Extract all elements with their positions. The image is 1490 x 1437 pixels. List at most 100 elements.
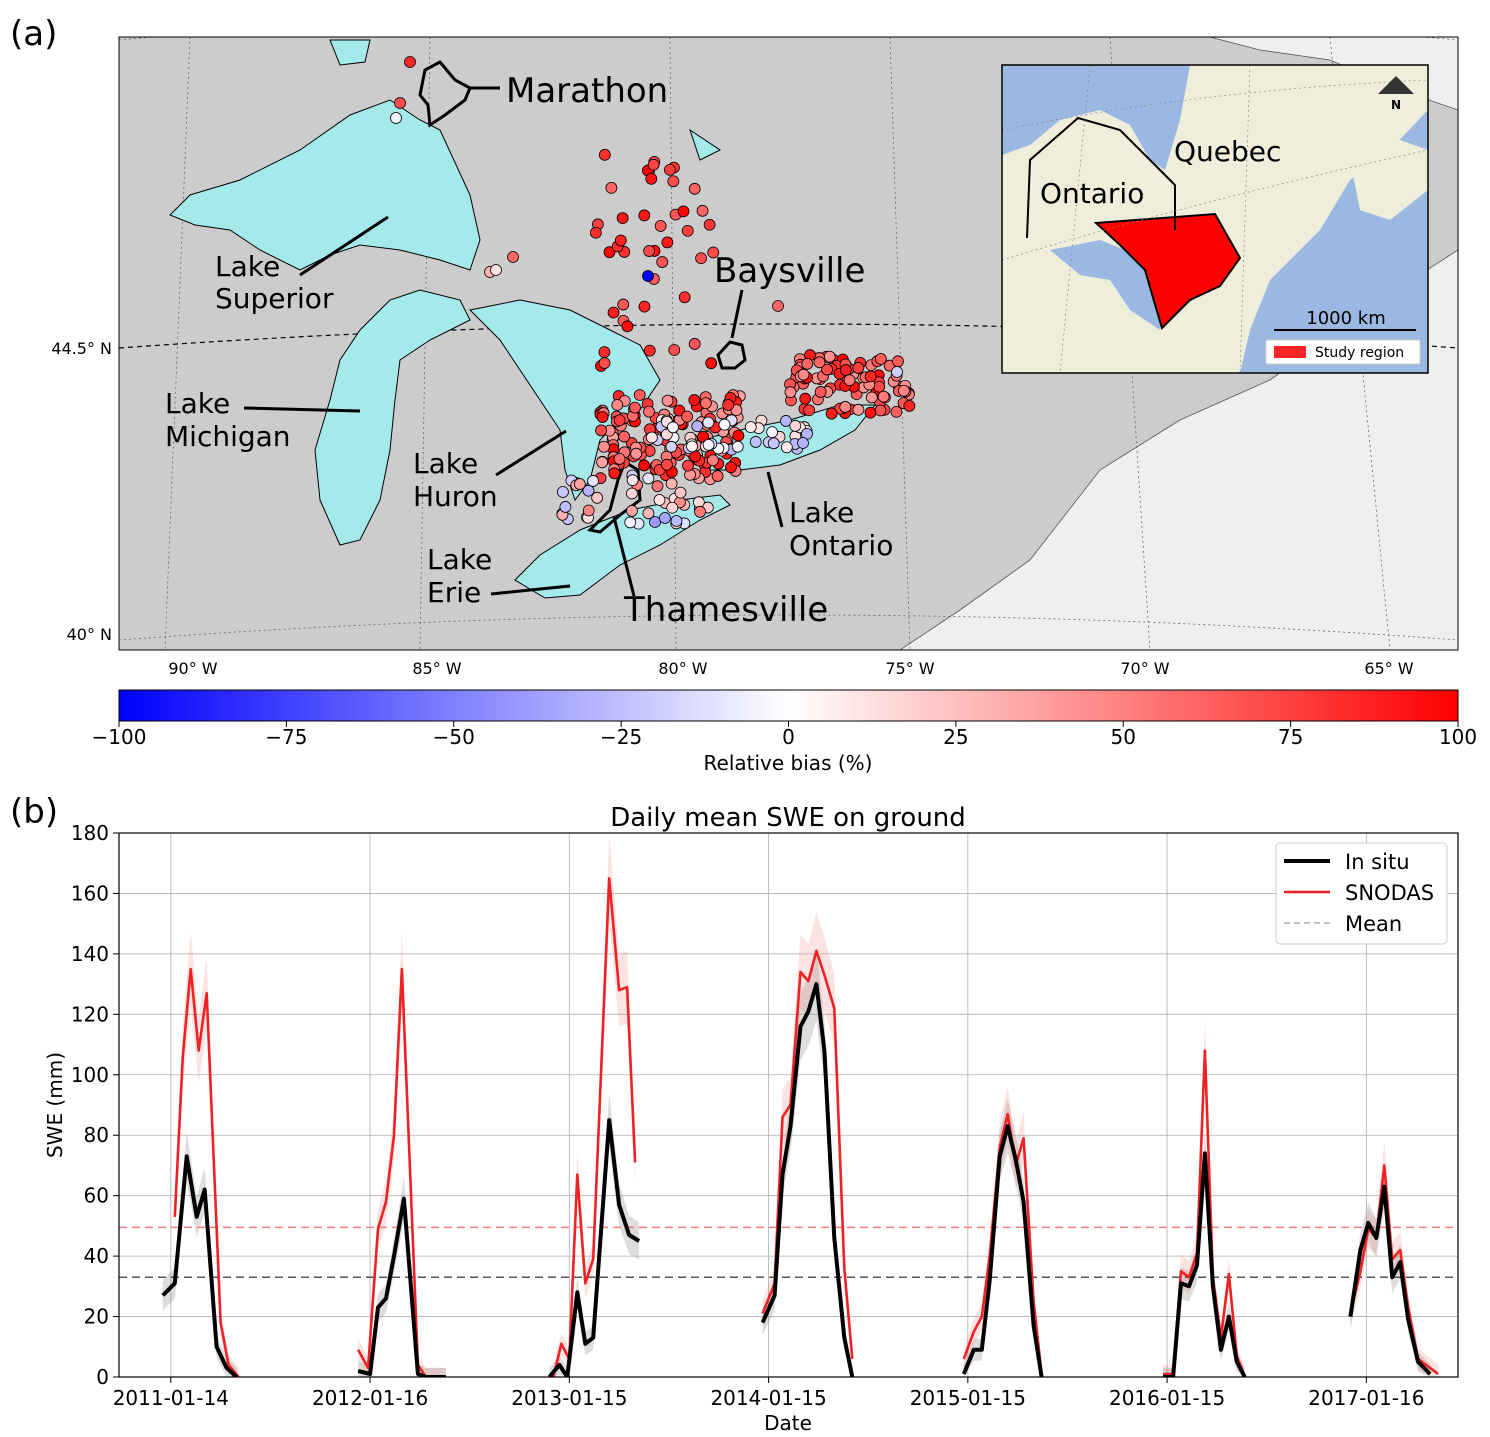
station-marker	[642, 270, 654, 282]
label-huron-1: Lake	[413, 447, 478, 480]
station-marker	[653, 494, 666, 506]
label-superior-2: Superior	[215, 282, 334, 315]
lat-label-40: 40° N	[67, 625, 112, 644]
station-marker	[598, 346, 611, 359]
y-axis-label: SWE (mm)	[43, 1052, 67, 1158]
y-tick-label: 180	[71, 821, 109, 845]
station-marker	[707, 246, 720, 259]
map-frame	[118, 36, 1459, 651]
legend-label-mean: Mean	[1345, 912, 1402, 936]
station-marker	[686, 440, 698, 453]
station-marker	[784, 386, 797, 399]
station-marker	[864, 370, 877, 383]
station-marker	[772, 300, 784, 312]
station-marker	[656, 256, 669, 268]
station-marker	[825, 407, 838, 420]
band-snodas	[1350, 1141, 1439, 1377]
colorbar-gradient	[118, 689, 1459, 722]
station-marker	[678, 291, 691, 304]
station-marker	[661, 236, 674, 249]
station-marker	[695, 252, 707, 265]
station-marker	[803, 404, 816, 417]
station-marker	[626, 505, 638, 517]
inset-label-ontario: Ontario	[1040, 177, 1144, 210]
y-tick-label: 160	[71, 881, 109, 905]
colorbar-label: Relative bias (%)	[704, 751, 873, 775]
station-marker	[621, 320, 634, 333]
station-marker	[394, 97, 406, 109]
station-marker	[663, 163, 676, 176]
station-marker	[903, 400, 916, 412]
inset-legend-swatch	[1274, 346, 1306, 358]
station-marker	[874, 353, 887, 365]
colorbar-ticks: −100 −75 −50 −25 0 25 50 75 100	[92, 721, 1477, 749]
colorbar-tick-label: 25	[943, 725, 968, 749]
inset-study-region	[1093, 212, 1242, 330]
station-marker	[731, 440, 744, 453]
station-marker	[596, 456, 609, 469]
station-marker	[607, 306, 620, 319]
station-marker	[744, 421, 757, 434]
colorbar-tick-label: 100	[1439, 725, 1477, 749]
station-marker	[642, 472, 655, 485]
station-marker	[613, 414, 626, 427]
y-tick-label: 40	[84, 1244, 109, 1268]
station-marker	[688, 182, 701, 195]
station-marker	[705, 357, 718, 370]
lake-michigan	[314, 289, 471, 546]
station-marker	[797, 437, 809, 449]
colorbar-tick-label: −75	[265, 725, 307, 749]
station-marker	[617, 298, 630, 311]
station-marker	[643, 405, 655, 418]
station-marker	[799, 392, 812, 405]
label-ontario-2: Ontario	[789, 529, 893, 562]
legend-box	[1275, 842, 1448, 945]
station-marker	[843, 374, 856, 387]
lat-44-5-line	[119, 323, 1458, 349]
colorbar-tick-label: 75	[1278, 725, 1303, 749]
station-marker	[702, 416, 715, 429]
series-line-snodas	[552, 877, 637, 1377]
station-marker	[404, 56, 416, 68]
x-tick-label: 2016-01-15	[1109, 1386, 1225, 1410]
station-marker	[582, 484, 595, 497]
station-marker	[673, 404, 686, 417]
colorbar-tick-label: −25	[600, 725, 642, 749]
station-marker	[642, 507, 655, 520]
label-michigan-2: Michigan	[165, 420, 291, 453]
station-marker	[821, 363, 833, 376]
station-marker	[666, 501, 679, 514]
baysville-watershed	[716, 340, 747, 370]
marathon-watershed	[418, 60, 472, 128]
inset-ontario-border	[1026, 116, 1176, 239]
station-marker	[613, 452, 626, 465]
station-marker	[670, 515, 683, 527]
north-label: N	[1391, 98, 1401, 112]
label-marathon: Marathon	[506, 71, 668, 111]
inset-frame	[1001, 64, 1429, 374]
station-marker	[661, 458, 673, 471]
lake-huron	[468, 299, 661, 502]
station-marker	[582, 504, 595, 517]
station-marker	[873, 380, 886, 393]
station-marker	[780, 441, 793, 454]
station-marker	[692, 496, 705, 509]
station-marker	[649, 516, 661, 528]
station-marker	[789, 420, 802, 432]
y-tick-label: 100	[71, 1063, 109, 1087]
station-marker	[559, 501, 572, 513]
station-marker	[823, 350, 836, 363]
station-marker	[598, 440, 610, 453]
label-thamesville: Thamesville	[623, 590, 828, 630]
series-line-in-situ	[760, 982, 855, 1377]
station-marker	[557, 486, 569, 498]
station-marker	[616, 212, 629, 224]
station-marker	[507, 251, 519, 263]
station-marker	[722, 399, 735, 411]
label-erie-1: Lake	[427, 543, 492, 576]
station-marker	[667, 421, 679, 434]
legend-label-snodas: SNODAS	[1345, 881, 1434, 905]
station-marker	[767, 437, 780, 450]
thamesville-watershed	[586, 459, 642, 534]
station-marker	[681, 224, 694, 237]
